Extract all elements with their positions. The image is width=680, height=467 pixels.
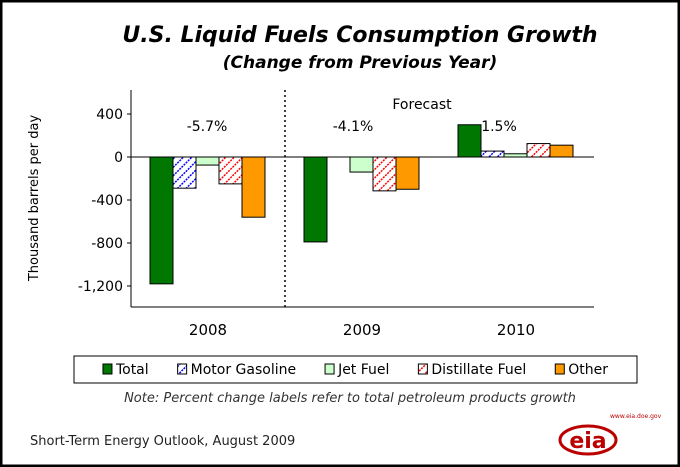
bar-total [303, 156, 328, 243]
bar-motor-gasoline [480, 150, 505, 158]
eia-logo: eia www.eia.doe.gov [558, 413, 662, 456]
bar-other [395, 156, 420, 190]
percent-change-label: 1.5% [481, 119, 517, 135]
y-tick-label: -800 [91, 236, 123, 252]
chart-title: U.S. Liquid Fuels Consumption Growth [122, 23, 597, 48]
source-text: Short-Term Energy Outlook, August 2009 [30, 434, 295, 449]
legend-label: Jet Fuel [337, 362, 389, 378]
eia-logo-url: www.eia.doe.gov [610, 413, 662, 420]
chart-subtitle: (Change from Previous Year) [223, 53, 497, 73]
eia-logo-text: eia [569, 429, 606, 454]
x-tick-label: 2009 [343, 321, 381, 339]
bar-other [549, 144, 574, 158]
chart-note: Note: Percent change labels refer to tot… [124, 391, 576, 406]
bar-distillate-fuel [218, 156, 243, 185]
y-tick-label: -1,200 [78, 279, 123, 295]
bar-distillate-fuel [526, 143, 551, 158]
legend-swatch [324, 363, 335, 375]
legend [73, 355, 638, 384]
bar-total [457, 124, 482, 158]
legend-swatch [177, 363, 188, 375]
legend-swatch [417, 363, 428, 375]
bar-distillate-fuel [372, 156, 397, 192]
bar-jet-fuel [349, 156, 374, 173]
legend-label: Other [568, 362, 608, 378]
bar-jet-fuel [195, 156, 220, 166]
percent-change-label: -4.1% [333, 119, 374, 135]
legend-label: Total [115, 362, 149, 378]
percent-change-label: -5.7% [187, 119, 228, 135]
y-tick-label: 0 [114, 150, 123, 166]
legend-label: Distillate Fuel [431, 362, 526, 378]
bar-other [241, 156, 266, 218]
legend-label: Motor Gasoline [191, 362, 296, 378]
x-tick-label: 2010 [497, 321, 535, 339]
legend-swatch [102, 363, 113, 375]
legend-swatch [554, 363, 565, 375]
bar-motor-gasoline [172, 156, 197, 189]
bar-total [149, 156, 174, 285]
y-axis-label: Thousand barrels per day [27, 115, 42, 283]
forecast-label: Forecast [392, 97, 452, 113]
y-tick-label: -400 [91, 193, 123, 209]
y-tick-label: 400 [96, 107, 123, 123]
x-tick-label: 2008 [189, 321, 227, 339]
